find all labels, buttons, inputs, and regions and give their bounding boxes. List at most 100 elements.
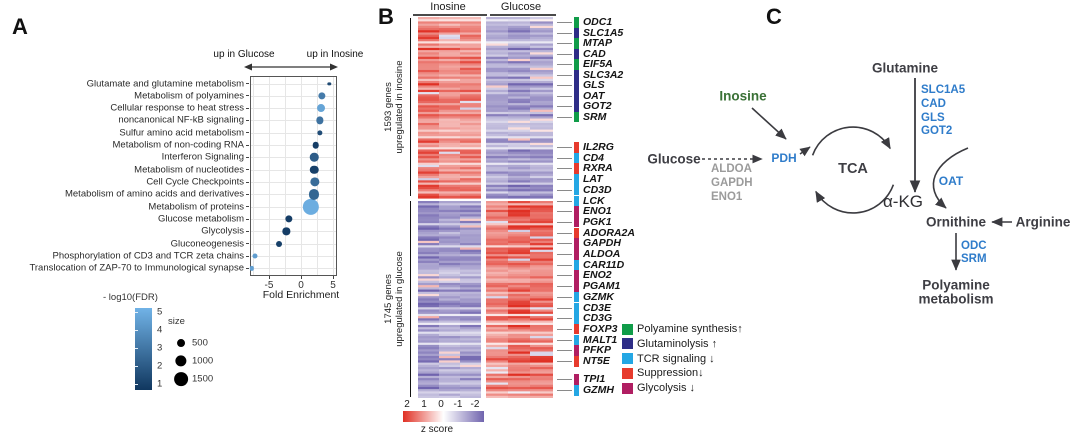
enrichment-dot xyxy=(312,141,319,149)
gene-row: ENO1 xyxy=(556,205,646,217)
gene-row: SLC3A2 xyxy=(556,68,646,81)
heatmap-column-header-inosine: Inosine xyxy=(430,1,466,13)
gene-connector-line xyxy=(557,318,572,320)
gene-label: SRM xyxy=(583,110,607,123)
pathway-label: Glycolysis xyxy=(201,225,244,237)
size-legend-title: size xyxy=(168,316,185,327)
plot-gridline-h xyxy=(251,243,336,245)
gene-row: CD3G xyxy=(556,312,646,324)
enrichment-dot xyxy=(285,215,293,223)
inosine-header-underline xyxy=(413,14,487,16)
y-axis-tick xyxy=(246,243,249,245)
plot-gridline-h xyxy=(251,194,336,196)
gene-connector-line xyxy=(557,106,572,108)
node-glucose: Glucose xyxy=(647,151,701,167)
plot-gridline-h xyxy=(251,169,336,171)
gene-row: CAD xyxy=(556,48,646,60)
gene-category-tick xyxy=(574,356,579,367)
pathway-label: Interferon Signaling xyxy=(161,151,244,163)
plot-gridline-h xyxy=(251,268,336,270)
gene-label: OAT xyxy=(583,89,605,102)
enrichment-dot xyxy=(327,81,331,86)
enrichment-dot xyxy=(310,177,320,187)
gene-row: MTAP xyxy=(556,37,646,49)
plot-gridline-v xyxy=(285,77,286,275)
size-legend-dot xyxy=(174,372,188,386)
ornithine-enzyme-label: SRM xyxy=(961,253,987,265)
legend-color-swatch xyxy=(622,338,633,350)
size-legend-label: 1500 xyxy=(192,373,214,385)
gene-category-tick xyxy=(574,323,579,335)
gene-row: SLC1A5 xyxy=(556,27,646,39)
gene-category-tick xyxy=(574,259,579,271)
gene-label: SLC3A2 xyxy=(583,68,624,81)
gene-category-tick xyxy=(574,195,579,206)
gene-category-tick xyxy=(574,111,579,123)
x-axis-title: Fold Enrichment xyxy=(262,289,340,301)
gene-category-tick xyxy=(574,174,579,185)
legend-color-swatch xyxy=(622,367,633,379)
gene-row: CD3E xyxy=(556,302,646,314)
panel-c-letter: C xyxy=(766,4,782,29)
gene-row: EIF5A xyxy=(556,58,646,70)
plot-gridline-h xyxy=(251,108,336,110)
y-axis-tick xyxy=(246,95,249,97)
plot-gridline-h xyxy=(251,231,336,233)
gene-label: RXRA xyxy=(583,162,613,175)
size-legend-dot xyxy=(175,355,187,367)
gene-category-tick xyxy=(574,238,579,249)
plot-gridline-h xyxy=(251,256,336,258)
pathway-label: Phosphorylation of CD3 and TCR zeta chai… xyxy=(52,250,244,262)
y-axis-tick xyxy=(246,119,249,121)
gene-label: ALDOA xyxy=(583,248,621,260)
node-pdh: PDH xyxy=(771,151,797,165)
gene-label: ODC1 xyxy=(583,16,613,28)
gene-label: CD4 xyxy=(583,151,605,164)
gene-connector-line xyxy=(557,64,572,66)
gene-category-tick xyxy=(574,374,579,385)
gene-category-tick xyxy=(574,270,579,281)
gene-connector-line xyxy=(557,361,572,362)
gene-row: ODC1 xyxy=(556,16,646,28)
y-axis-tick xyxy=(246,132,249,134)
pathway-label: Metabolism of polyamines xyxy=(134,90,244,102)
gene-row: CAR11D xyxy=(556,258,646,271)
zscore-tick-label: 2 xyxy=(404,399,410,410)
gene-category-tick xyxy=(574,291,579,303)
gene-category-tick xyxy=(574,227,579,239)
gene-category-tick xyxy=(574,249,579,260)
size-legend-dot xyxy=(177,339,185,347)
gene-row: GLS xyxy=(556,79,646,92)
fdr-tick-mark xyxy=(135,311,138,313)
pathway-label: Metabolism of amino acids and derivative… xyxy=(64,188,244,200)
gene-category-tick xyxy=(574,385,579,396)
gene-connector-line xyxy=(557,286,572,288)
glucose-header-underline xyxy=(490,14,556,16)
glutamine-enzyme-label: CAD xyxy=(921,97,946,110)
plot-gridline-h xyxy=(251,95,336,97)
gene-category-tick xyxy=(574,345,579,356)
gene-connector-line xyxy=(557,116,572,118)
fdr-tick-label: 4 xyxy=(157,324,163,336)
enrichment-dot xyxy=(276,240,283,247)
gene-connector-line xyxy=(557,328,572,330)
pdh-to-tca-arrow xyxy=(799,146,811,157)
pathway-label: Gluconeogenesis xyxy=(170,238,244,250)
node-polyamine-line2: metabolism xyxy=(918,291,994,307)
gene-connector-line xyxy=(557,189,572,191)
gene-label: MALT1 xyxy=(583,333,618,346)
gene-row: SRM xyxy=(556,110,646,123)
gene-category-tick xyxy=(574,206,579,217)
y-axis-tick xyxy=(246,181,249,183)
y-axis-tick xyxy=(246,230,249,232)
gene-row: NT5E xyxy=(556,355,646,367)
gene-row: PFKP xyxy=(556,344,646,356)
gene-label: GZMH xyxy=(583,384,614,396)
gene-row: ENO2 xyxy=(556,269,646,281)
y-axis-tick xyxy=(246,107,249,109)
oat-to-ornithine-curve xyxy=(932,147,969,209)
pathway-label: Cellular response to heat stress xyxy=(110,102,244,114)
gene-label: CAR11D xyxy=(583,258,625,271)
gene-label: GLS xyxy=(583,79,605,92)
